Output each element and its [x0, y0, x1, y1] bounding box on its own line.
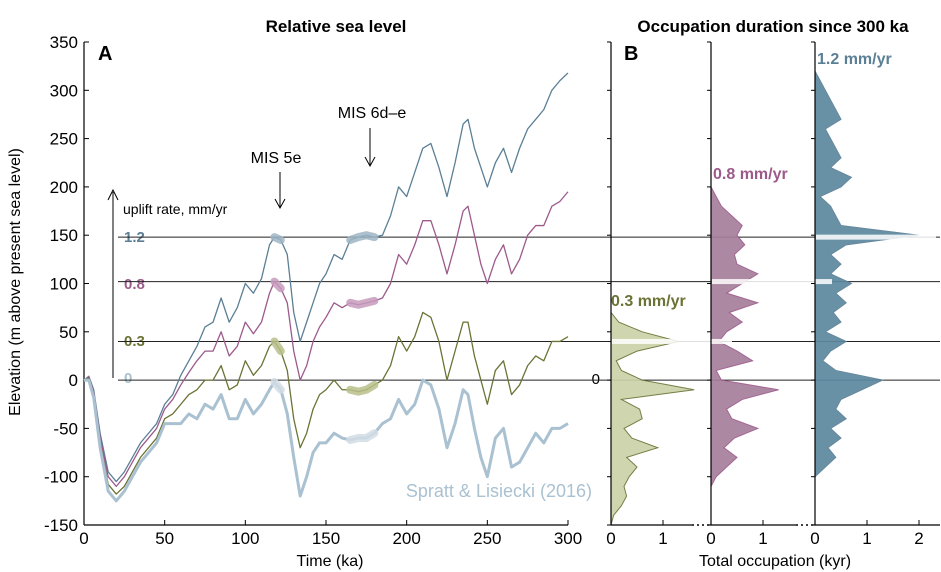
y-tick-label-50: 50 — [59, 323, 78, 342]
y-tick-label--100: -100 — [44, 468, 78, 487]
mis6-arrow-head — [364, 156, 376, 168]
mis5e-highlight-0-8 — [270, 277, 285, 293]
y-axis-label: Elevation (m above present sea level) — [7, 148, 24, 416]
uplift-arrow-head — [107, 188, 119, 201]
panel-b-letter: B — [624, 43, 638, 65]
x-axis-label: Time (ka) — [297, 553, 364, 570]
source-label: Spratt & Lisiecki (2016) — [406, 481, 592, 501]
annotation-mis5e: MIS 5e — [251, 150, 302, 167]
mis5e-highlight-1-2 — [270, 233, 285, 245]
y-tick-label--50: -50 — [53, 419, 78, 438]
occupation-xtick-label-0-1: 1 — [658, 529, 667, 548]
mis6-highlight-1-2 — [346, 231, 379, 245]
y-tick-label-200: 200 — [50, 178, 78, 197]
occupation-xtick-label-0-0: 0 — [606, 529, 615, 548]
rate-label-0-8: 0.8 — [124, 276, 145, 293]
occupation-band-0 — [612, 338, 732, 344]
occupation-xtick-label-2-2: 2 — [914, 529, 923, 548]
occupation-label-0-8: 0.8 mm/yr — [713, 166, 788, 183]
mis5e-highlight-0 — [270, 378, 285, 394]
y-tick-label-0: 0 — [69, 371, 78, 390]
occupation-band-1 — [712, 279, 832, 285]
occupation-area-0-8 — [710, 70, 779, 525]
series-line-1-2 — [83, 72, 569, 483]
y-tick-label-350: 350 — [50, 33, 78, 52]
panel-b-title: Occupation duration since 300 ka — [637, 17, 909, 36]
panel-a-title: Relative sea level — [266, 17, 407, 36]
panel-b-zero-label: 0 — [592, 371, 600, 388]
annotation-mis6: MIS 6d–e — [338, 105, 407, 122]
panel-a-letter: A — [98, 43, 112, 65]
x-tick-label-100: 100 — [231, 529, 259, 548]
x-tick-label-50: 50 — [155, 529, 174, 548]
occupation-area-1-2 — [814, 70, 920, 525]
y-tick-label-250: 250 — [50, 130, 78, 149]
occupation-xtick-label-1-1: 1 — [758, 529, 767, 548]
occupation-xtick-label-1-0: 0 — [706, 529, 715, 548]
mis5e-highlight-0-3 — [270, 337, 285, 356]
mis6-highlight-0-8 — [346, 296, 379, 309]
occupation-xtick-label-2-0: 0 — [810, 529, 819, 548]
y-tick-label--150: -150 — [44, 516, 78, 535]
occupation-label-0-3: 0.3 mm/yr — [611, 293, 686, 310]
y-tick-label-100: 100 — [50, 275, 78, 294]
x-tick-label-150: 150 — [312, 529, 340, 548]
mis6-highlight-0-3 — [346, 380, 379, 396]
rate-label-0: 0 — [124, 370, 132, 387]
x-tick-label-300: 300 — [554, 529, 582, 548]
x-tick-label-200: 200 — [392, 529, 420, 548]
series-line-0 — [84, 378, 569, 503]
mis6-highlight-0 — [346, 429, 379, 444]
series-line-0-8 — [83, 191, 569, 488]
occupation-xtick-label-2-1: 1 — [862, 529, 871, 548]
uplift-rate-label: uplift rate, mm/yr — [123, 201, 228, 217]
y-tick-label-150: 150 — [50, 226, 78, 245]
occupation-band-2 — [816, 234, 936, 240]
y-tick-label-300: 300 — [50, 81, 78, 100]
series-line-0-3 — [83, 311, 569, 495]
x-tick-label-0: 0 — [79, 529, 88, 548]
occupation-label-1-2: 1.2 mm/yr — [817, 51, 892, 68]
mis5e-arrow-head — [274, 198, 286, 210]
panel-b-x-label: Total occupation (kyr) — [699, 553, 851, 570]
x-tick-label-250: 250 — [473, 529, 501, 548]
